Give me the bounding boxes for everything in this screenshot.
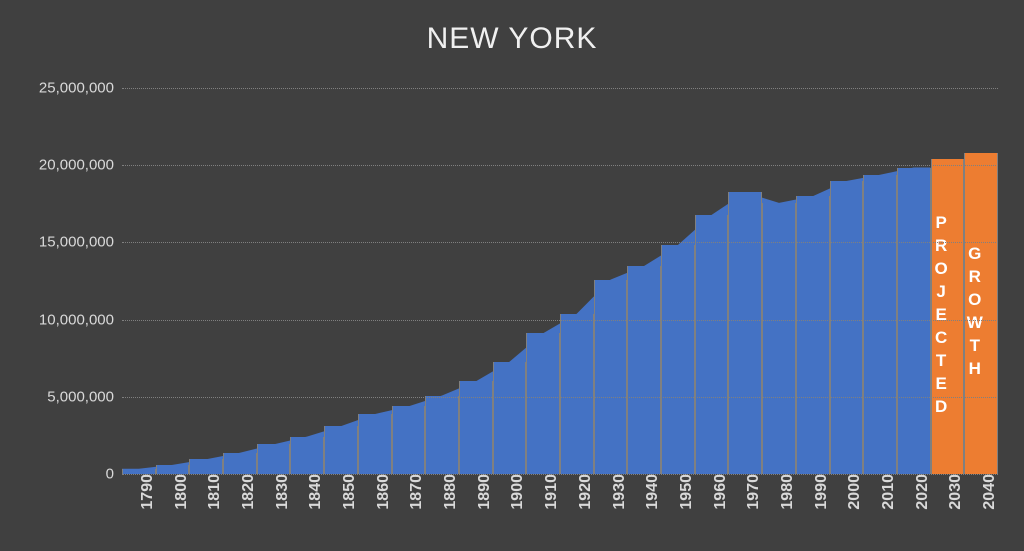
bar xyxy=(223,453,257,474)
gridline xyxy=(122,242,998,243)
x-tick-label: 1790 xyxy=(131,474,157,510)
bar-slot xyxy=(728,192,762,474)
bar xyxy=(189,459,223,474)
bar xyxy=(459,381,493,474)
bar xyxy=(526,333,560,474)
x-tick-label: 1930 xyxy=(603,474,629,510)
plot-area: PROJECTEDGROWTH 05,000,00010,000,00015,0… xyxy=(122,88,998,474)
bar xyxy=(661,245,695,474)
x-tick-label: 2030 xyxy=(939,474,965,510)
x-tick-label: 1830 xyxy=(266,474,292,510)
y-tick-label: 20,000,000 xyxy=(39,157,122,174)
x-tick-label: 2000 xyxy=(838,474,864,510)
bar-slot xyxy=(223,453,257,474)
bar-slot xyxy=(526,333,560,474)
bar-slot xyxy=(830,181,864,474)
x-tick-label: 2010 xyxy=(872,474,898,510)
x-tick-label: 1970 xyxy=(737,474,763,510)
x-tick-label: 1900 xyxy=(501,474,527,510)
x-tick-label: 1920 xyxy=(569,474,595,510)
bar xyxy=(863,175,897,474)
bar-slot xyxy=(627,266,661,474)
bar xyxy=(324,426,358,474)
gridline xyxy=(122,397,998,398)
bar-slot xyxy=(257,444,291,474)
bar xyxy=(493,362,527,474)
bar xyxy=(830,181,864,474)
x-tick-label: 1850 xyxy=(333,474,359,510)
x-tick-label: 2040 xyxy=(973,474,999,510)
x-tick-label: 1890 xyxy=(468,474,494,510)
x-tick-label: 1880 xyxy=(434,474,460,510)
bar-slot xyxy=(897,168,931,474)
bar-slot xyxy=(762,203,796,474)
bar xyxy=(560,314,594,474)
bar-slot xyxy=(189,459,223,474)
bar-slot xyxy=(425,396,459,474)
bar xyxy=(358,414,392,474)
bar xyxy=(425,396,459,474)
bar-slot xyxy=(661,245,695,474)
x-tick-label: 1990 xyxy=(805,474,831,510)
bar xyxy=(762,203,796,474)
bar-slot xyxy=(863,175,897,474)
bar-slot xyxy=(324,426,358,474)
x-tick-label: 1980 xyxy=(771,474,797,510)
x-tick-label: 1940 xyxy=(636,474,662,510)
bar-overlay-label: PROJECTED xyxy=(931,165,965,468)
bar-overlay-label: GROWTH xyxy=(964,159,998,468)
bar-slot: GROWTH xyxy=(964,153,998,474)
bar xyxy=(594,280,628,474)
x-tick-label: 1820 xyxy=(232,474,258,510)
gridline xyxy=(122,320,998,321)
gridline xyxy=(122,88,998,89)
bar xyxy=(695,215,729,474)
chart-title: NEW YORK xyxy=(0,22,1024,56)
bar xyxy=(392,406,426,474)
bar-slot xyxy=(560,314,594,474)
bars-layer: PROJECTEDGROWTH xyxy=(122,88,998,474)
y-tick-label: 25,000,000 xyxy=(39,80,122,97)
bar xyxy=(728,192,762,474)
bar-slot xyxy=(459,381,493,474)
bar xyxy=(257,444,291,474)
x-tick-label: 1800 xyxy=(165,474,191,510)
bar-slot xyxy=(796,196,830,474)
x-tick-label: 1840 xyxy=(299,474,325,510)
bar-slot: PROJECTED xyxy=(931,159,965,474)
x-tick-label: 1810 xyxy=(198,474,224,510)
bar xyxy=(897,168,931,474)
bar xyxy=(290,437,324,475)
y-tick-label: 5,000,000 xyxy=(47,388,122,405)
bar-slot xyxy=(695,215,729,474)
x-tick-label: 1860 xyxy=(367,474,393,510)
y-tick-label: 15,000,000 xyxy=(39,234,122,251)
y-tick-label: 0 xyxy=(106,466,122,483)
x-tick-label: 1950 xyxy=(670,474,696,510)
bar-slot xyxy=(493,362,527,474)
x-tick-label: 1910 xyxy=(535,474,561,510)
x-tick-label: 2020 xyxy=(906,474,932,510)
bar xyxy=(796,196,830,474)
y-tick-label: 10,000,000 xyxy=(39,311,122,328)
bar-slot xyxy=(594,280,628,474)
x-tick-label: 1870 xyxy=(400,474,426,510)
bar-slot xyxy=(358,414,392,474)
gridline xyxy=(122,165,998,166)
bar xyxy=(627,266,661,474)
chart-container: NEW YORK PROJECTEDGROWTH 05,000,00010,00… xyxy=(0,0,1024,551)
bar-slot xyxy=(392,406,426,474)
x-tick-label: 1960 xyxy=(704,474,730,510)
bar-slot xyxy=(290,437,324,475)
